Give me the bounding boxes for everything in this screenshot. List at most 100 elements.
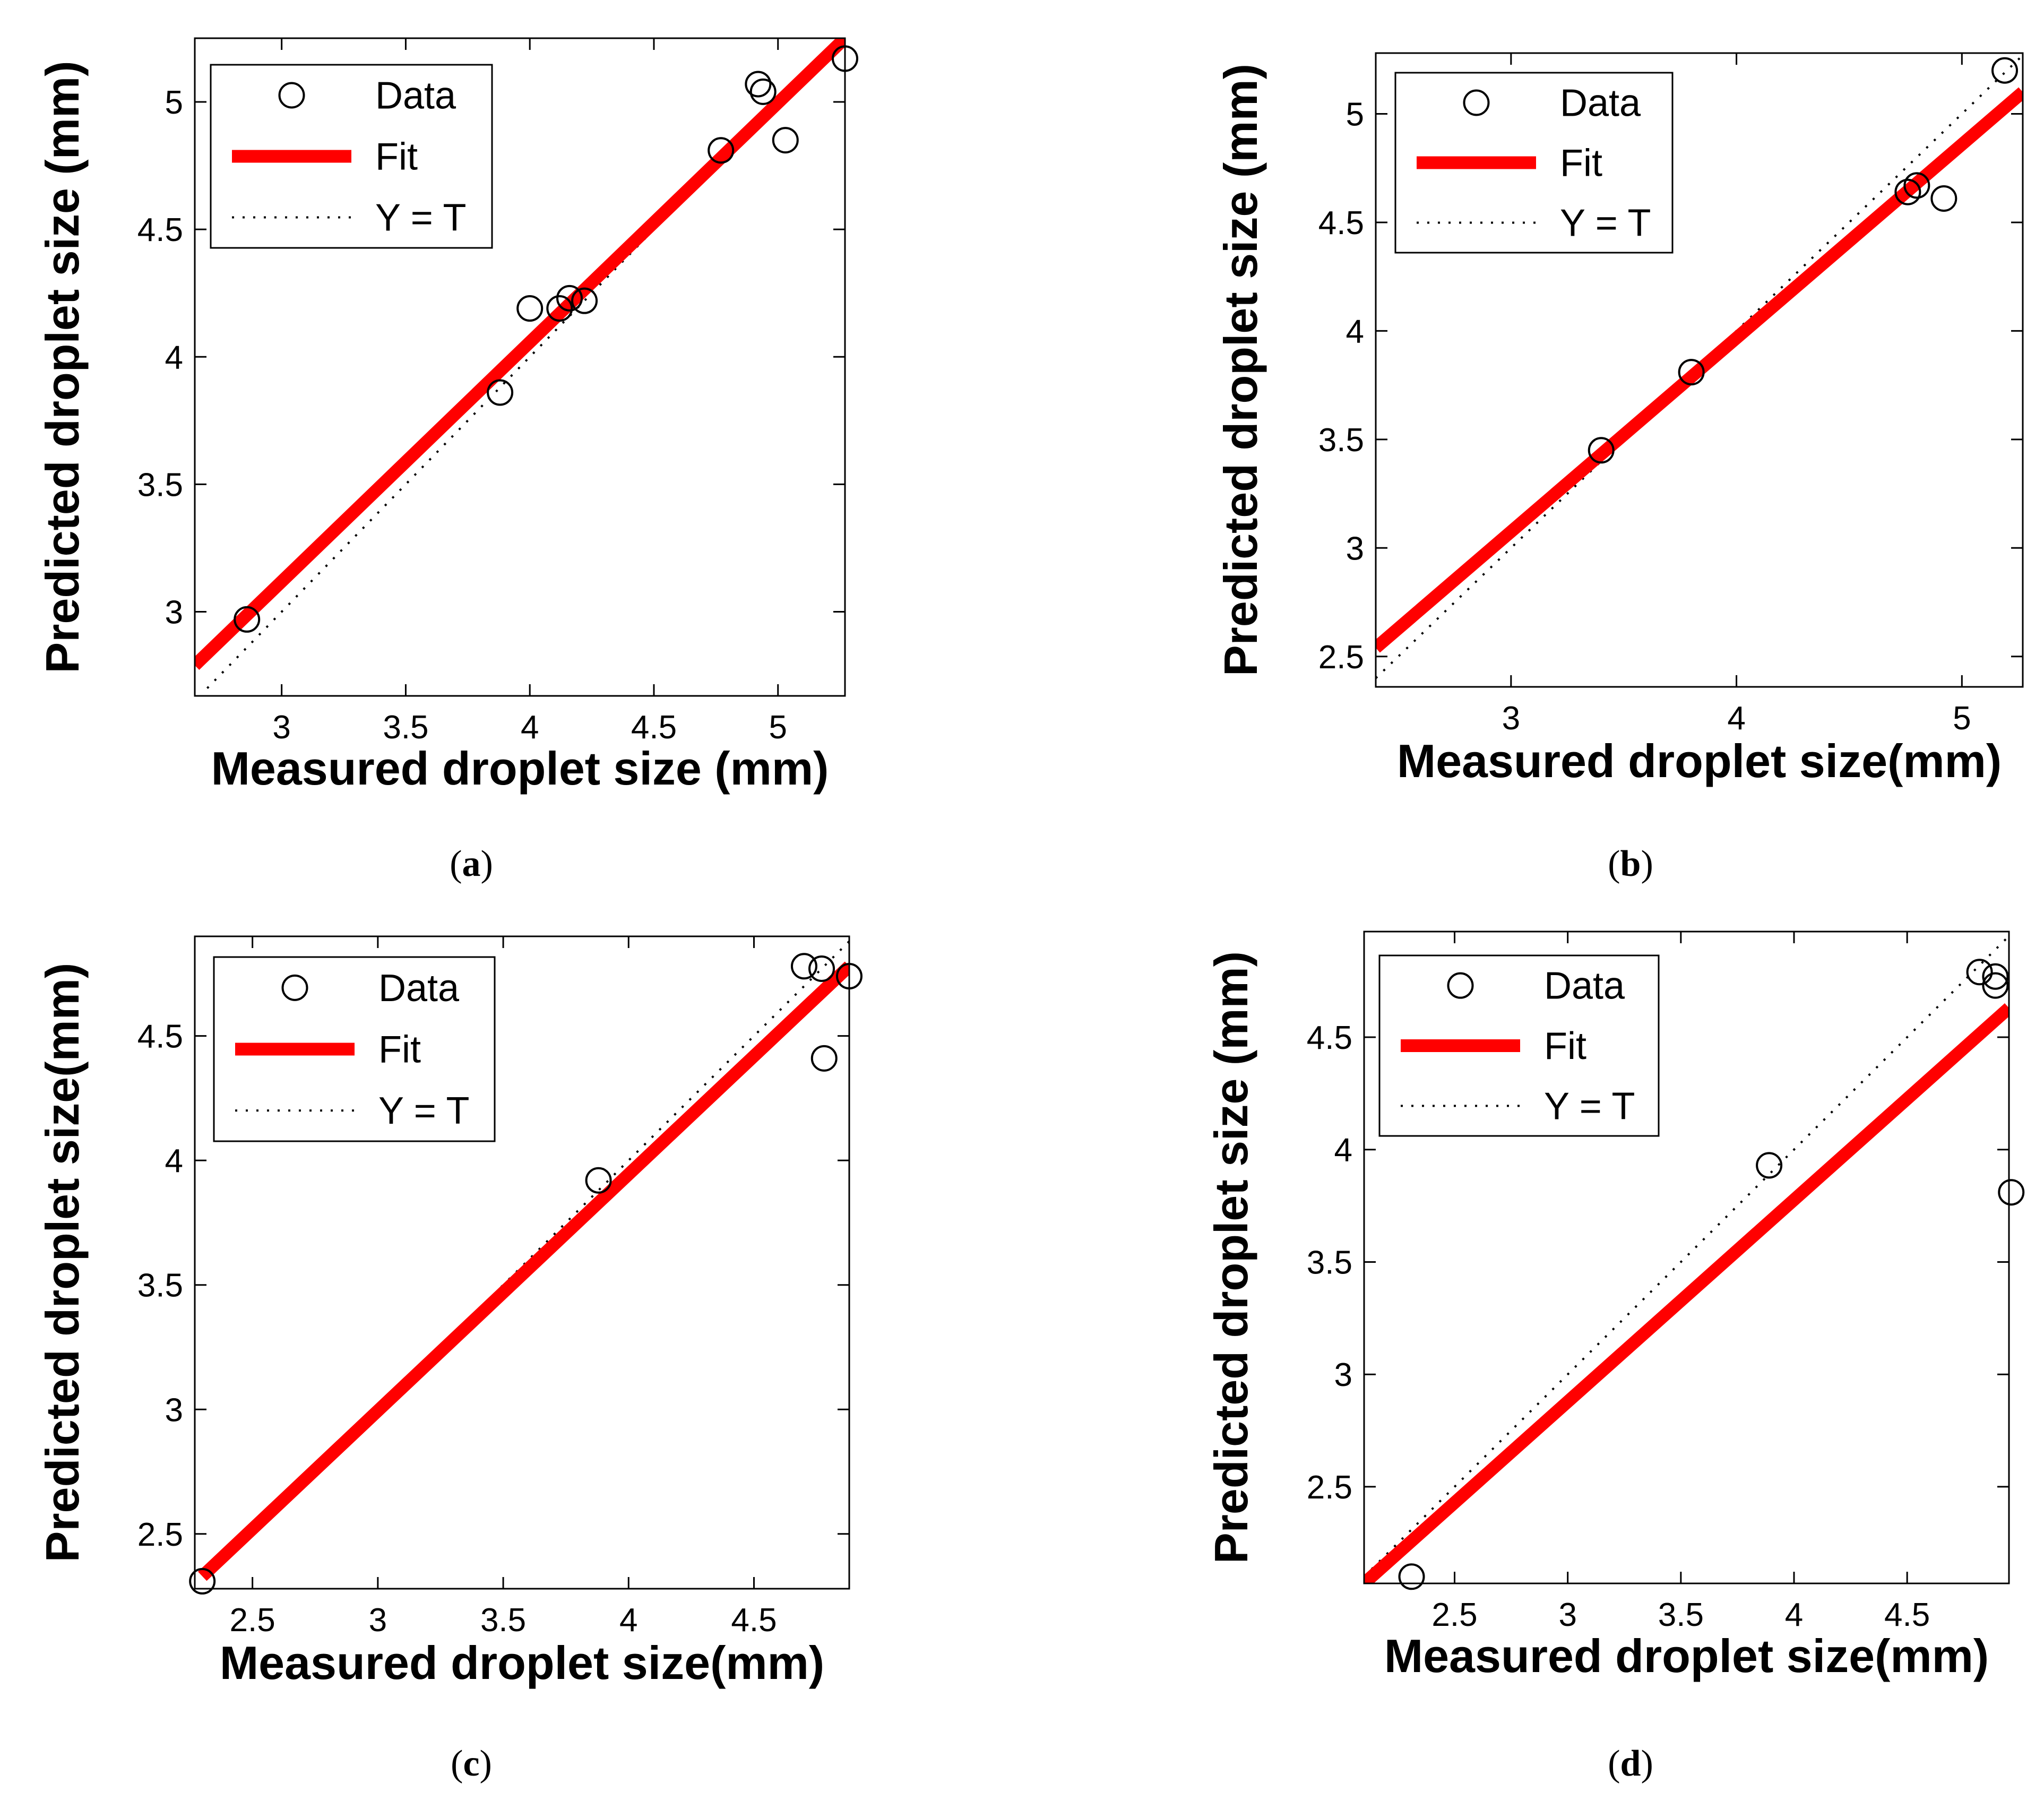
y-tick-label: 4.5 xyxy=(1307,1020,1352,1056)
x-axis-title: Measured droplet size (mm) xyxy=(211,742,829,795)
x-tick-label: 5 xyxy=(769,709,787,746)
plot-frame xyxy=(194,935,850,1590)
x-tick-label: 3.5 xyxy=(480,1602,526,1639)
data-point xyxy=(487,379,514,406)
legend-label: Y = T xyxy=(1560,202,1651,245)
legend-label: Fit xyxy=(378,1029,421,1071)
plot-frame xyxy=(1375,52,2024,688)
panel-caption: (b) xyxy=(1608,843,1653,884)
y-tick-label: 4.5 xyxy=(137,212,183,248)
fit-line xyxy=(197,961,849,1581)
data-point xyxy=(1966,959,1993,986)
legend-label: Fit xyxy=(1560,142,1602,185)
y-tick-label: 4.5 xyxy=(137,1019,183,1055)
y-tick-label: 2.5 xyxy=(1318,639,1364,676)
y-axis-title: Predicted droplet size(mm) xyxy=(36,963,89,1563)
x-tick-label: 3 xyxy=(1502,700,1520,737)
data-point xyxy=(749,78,777,105)
legend: Data Fit Y = T xyxy=(213,956,496,1142)
y-tick-label: 4 xyxy=(1334,1132,1352,1169)
y-tick-label: 4 xyxy=(1346,313,1364,350)
data-point xyxy=(1930,185,1957,212)
data-point xyxy=(1678,359,1705,386)
data-point xyxy=(571,287,598,314)
data-point xyxy=(1903,172,1930,199)
y-tick-label: 3.5 xyxy=(1307,1244,1352,1281)
data-point xyxy=(772,127,799,154)
data-point xyxy=(516,295,544,322)
fit-line xyxy=(1364,1003,2009,1583)
x-axis-title: Measured droplet size(mm) xyxy=(1397,735,2002,787)
legend-label: Data xyxy=(378,967,460,1010)
x-tick-label: 4.5 xyxy=(631,709,677,746)
legend-data-marker xyxy=(278,82,305,109)
legend-label: Y = T xyxy=(378,1090,469,1132)
data-point xyxy=(708,137,735,164)
y-axis-title: Predicted droplet size (mm) xyxy=(1214,64,1267,676)
x-tick-label: 3 xyxy=(272,709,290,746)
data-point xyxy=(189,1567,216,1595)
plot-frame xyxy=(1363,931,2010,1584)
plot-frame xyxy=(194,37,846,697)
legend-label: Y = T xyxy=(375,197,466,239)
y-tick-label: 3.5 xyxy=(1318,422,1364,459)
x-tick-label: 4.5 xyxy=(1884,1597,1930,1633)
reference-line xyxy=(1376,54,2023,679)
legend-data-marker xyxy=(1463,89,1490,116)
y-tick-label: 3 xyxy=(1346,530,1364,567)
data-point xyxy=(1894,178,1921,205)
data-point xyxy=(1982,972,2009,999)
legend: Data Fit Y = T xyxy=(1394,72,1674,254)
legend-label: Data xyxy=(1560,82,1641,125)
data-point xyxy=(546,295,573,322)
y-tick-label: 3.5 xyxy=(137,467,183,503)
x-tick-label: 5 xyxy=(1953,700,1971,737)
legend: Data Fit Y = T xyxy=(1378,954,1660,1137)
fit-line xyxy=(1376,87,2023,653)
legend-label: Data xyxy=(375,75,456,117)
panel-caption: (c) xyxy=(451,1743,492,1784)
y-axis-title: Predicted droplet size (mm) xyxy=(36,61,89,673)
y-tick-label: 4 xyxy=(165,339,183,376)
x-tick-label: 4 xyxy=(521,709,539,746)
x-tick-label: 3 xyxy=(369,1602,387,1639)
data-point xyxy=(1588,437,1615,464)
y-tick-label: 2.5 xyxy=(1307,1469,1352,1506)
x-tick-label: 2.5 xyxy=(230,1602,275,1639)
panel-caption: (a) xyxy=(450,843,493,884)
x-tick-label: 4 xyxy=(1727,700,1745,737)
x-tick-label: 4 xyxy=(619,1602,637,1639)
fit-line xyxy=(195,38,845,670)
panel-caption: (d) xyxy=(1608,1743,1653,1784)
legend-data-marker xyxy=(281,974,308,1001)
x-axis-title: Measured droplet size(mm) xyxy=(220,1636,824,1689)
data-point xyxy=(1991,57,2019,84)
y-tick-label: 4.5 xyxy=(1318,205,1364,242)
y-tick-label: 3 xyxy=(1334,1357,1352,1393)
reference-line xyxy=(206,940,849,1580)
x-tick-label: 4 xyxy=(1785,1597,1803,1633)
y-tick-label: 3 xyxy=(165,595,183,631)
data-point xyxy=(790,953,817,980)
data-point xyxy=(1982,963,2009,990)
legend-label: Y = T xyxy=(1544,1085,1635,1127)
legend-label: Data xyxy=(1544,965,1625,1007)
data-point xyxy=(234,606,261,633)
data-point xyxy=(1756,1152,1783,1179)
x-tick-label: 2.5 xyxy=(1431,1597,1477,1633)
data-point xyxy=(1398,1563,1425,1590)
data-point xyxy=(810,1045,838,1072)
data-point xyxy=(556,285,583,312)
data-point xyxy=(1998,1179,2025,1206)
data-point xyxy=(808,955,835,982)
data-point xyxy=(745,71,772,98)
legend-label: Fit xyxy=(375,136,418,178)
legend: Data Fit Y = T xyxy=(210,64,493,249)
x-tick-label: 3.5 xyxy=(1658,1597,1704,1633)
x-tick-label: 3.5 xyxy=(383,709,428,746)
